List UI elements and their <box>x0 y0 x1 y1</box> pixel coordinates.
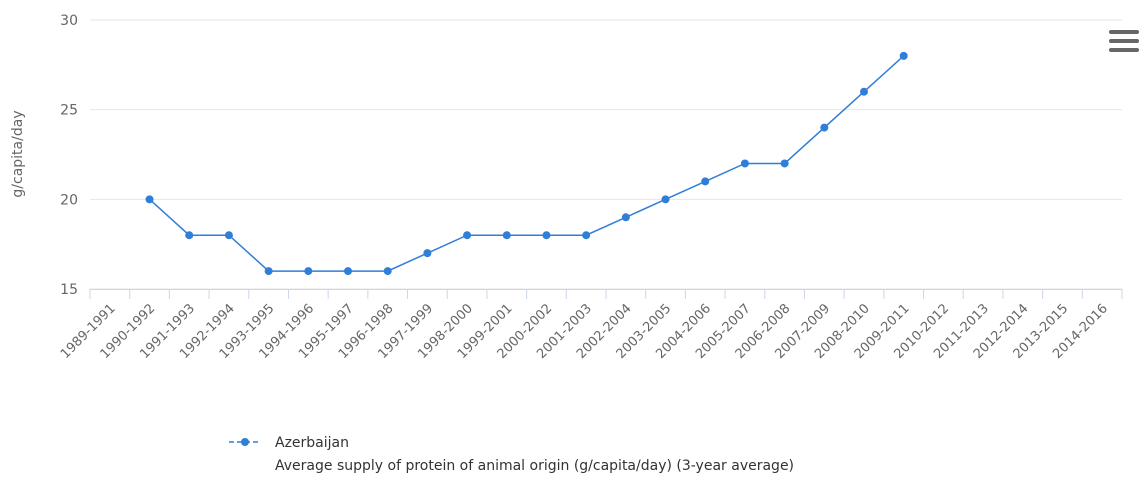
y-axis-label: g/capita/day <box>10 110 26 197</box>
y-tick-label: 20 <box>60 192 78 208</box>
data-point <box>542 231 551 240</box>
data-point <box>621 213 630 222</box>
menu-icon[interactable] <box>1109 30 1139 52</box>
legend-description: Average supply of protein of animal orig… <box>275 458 794 474</box>
data-point <box>860 87 868 96</box>
data-point <box>899 51 908 60</box>
legend-name: Azerbaijan <box>275 435 349 451</box>
y-tick-label: 30 <box>60 13 78 29</box>
data-point <box>304 267 313 276</box>
data-point <box>661 195 670 204</box>
data-point <box>224 231 233 240</box>
data-point <box>264 267 273 276</box>
data-point <box>780 159 789 168</box>
data-point <box>820 123 829 132</box>
legend-symbol-point <box>241 438 249 446</box>
data-point <box>582 231 591 240</box>
data-point <box>383 267 392 276</box>
y-tick-label: 15 <box>60 282 78 298</box>
data-point <box>145 195 154 204</box>
data-point <box>463 231 472 240</box>
menu-bar[interactable] <box>1109 39 1139 43</box>
data-point <box>502 231 511 240</box>
data-point <box>185 231 194 240</box>
y-tick-label: 25 <box>60 103 78 119</box>
menu-bar[interactable] <box>1109 30 1139 34</box>
data-point <box>344 267 352 276</box>
menu-bar[interactable] <box>1109 48 1139 52</box>
data-point <box>740 159 749 168</box>
data-point <box>701 177 710 186</box>
data-point <box>423 249 432 258</box>
series-line <box>149 55 905 272</box>
